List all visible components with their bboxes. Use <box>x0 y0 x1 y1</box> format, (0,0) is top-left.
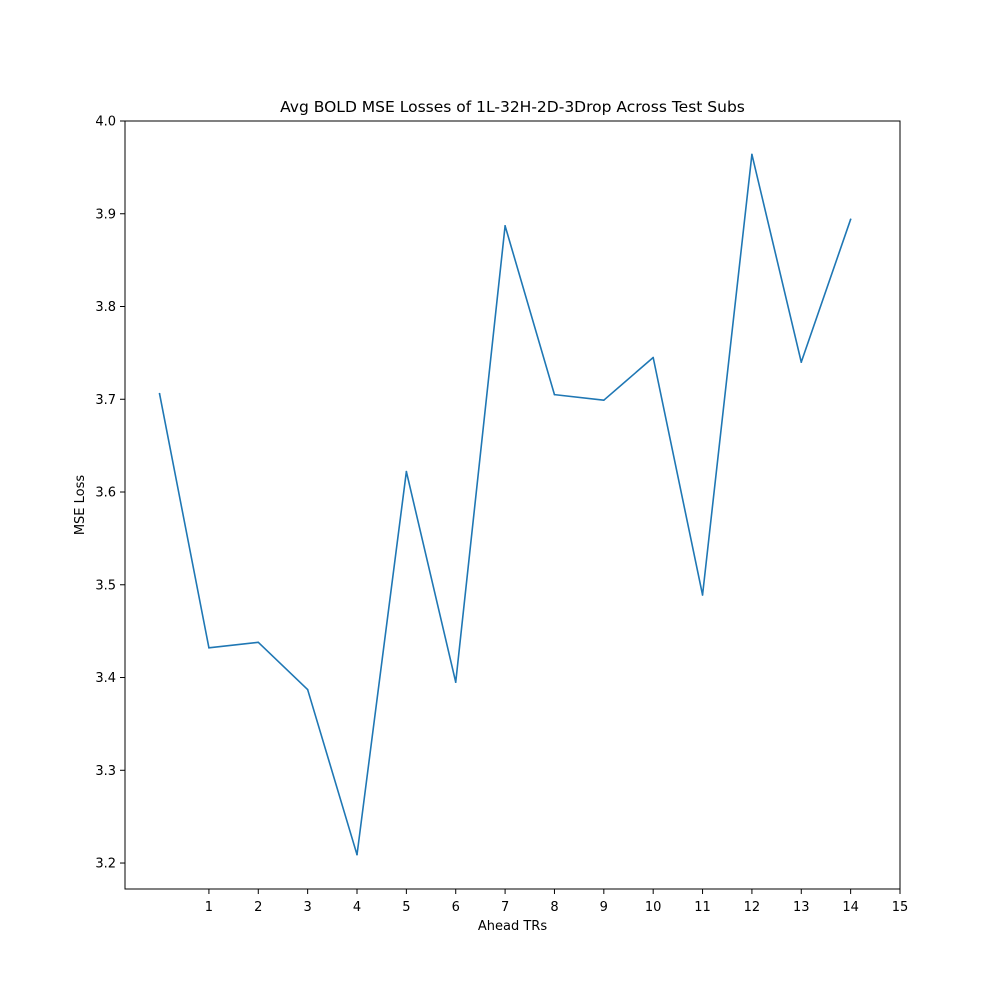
data-point <box>603 399 605 401</box>
x-tick-label: 10 <box>645 900 662 915</box>
data-point <box>306 688 309 691</box>
data-point <box>800 361 803 363</box>
plot-area <box>158 153 852 856</box>
y-tick-label: 3.9 <box>95 207 116 222</box>
x-tick-label: 13 <box>793 900 810 915</box>
x-tick-label: 15 <box>892 900 909 915</box>
x-tick-label: 8 <box>550 900 558 915</box>
y-axis-label: MSE Loss <box>73 475 88 536</box>
data-point <box>257 641 260 644</box>
y-tick-label: 3.4 <box>95 671 116 686</box>
y-tick-label: 4.0 <box>95 115 116 130</box>
data-point <box>751 153 753 156</box>
data-point <box>454 681 457 683</box>
x-tick-label: 2 <box>254 900 262 915</box>
x-tick-label: 4 <box>353 900 361 915</box>
series-line <box>158 153 852 856</box>
data-point <box>504 225 506 227</box>
plot-frame <box>124 120 901 890</box>
y-tick-label: 3.6 <box>95 486 116 501</box>
data-point <box>849 218 852 221</box>
x-tick-label: 11 <box>694 900 711 915</box>
chart-title: Avg BOLD MSE Losses of 1L-32H-2D-3Drop A… <box>280 98 745 116</box>
x-tick-label: 12 <box>744 900 761 915</box>
x-tick-label: 3 <box>304 900 312 915</box>
y-tick-label: 3.8 <box>95 300 116 315</box>
data-point <box>652 356 654 359</box>
data-point <box>356 853 358 856</box>
x-tick-label: 7 <box>501 900 509 915</box>
data-point <box>208 647 210 649</box>
y-tick-label: 3.3 <box>95 764 116 779</box>
x-tick-label: 5 <box>402 900 410 915</box>
y-tick-label: 3.5 <box>95 578 116 593</box>
x-tick-label: 6 <box>452 900 460 915</box>
y-axis-ticks: 3.2 3.3 3.4 3.5 3.6 3.7 3.8 3.9 4.0 <box>95 115 125 872</box>
x-tick-label: 9 <box>600 900 608 915</box>
x-axis-label: Ahead TRs <box>478 919 547 934</box>
y-tick-label: 3.2 <box>95 857 116 872</box>
x-axis-ticks: 1 2 3 4 5 6 7 8 9 10 11 12 13 14 15 <box>205 889 908 915</box>
x-tick-label: 1 <box>205 900 213 915</box>
data-point <box>701 594 704 596</box>
data-point <box>158 392 161 395</box>
data-point <box>405 470 408 473</box>
y-tick-label: 3.7 <box>95 393 116 408</box>
data-point <box>553 393 556 396</box>
x-tick-label: 14 <box>842 900 859 915</box>
